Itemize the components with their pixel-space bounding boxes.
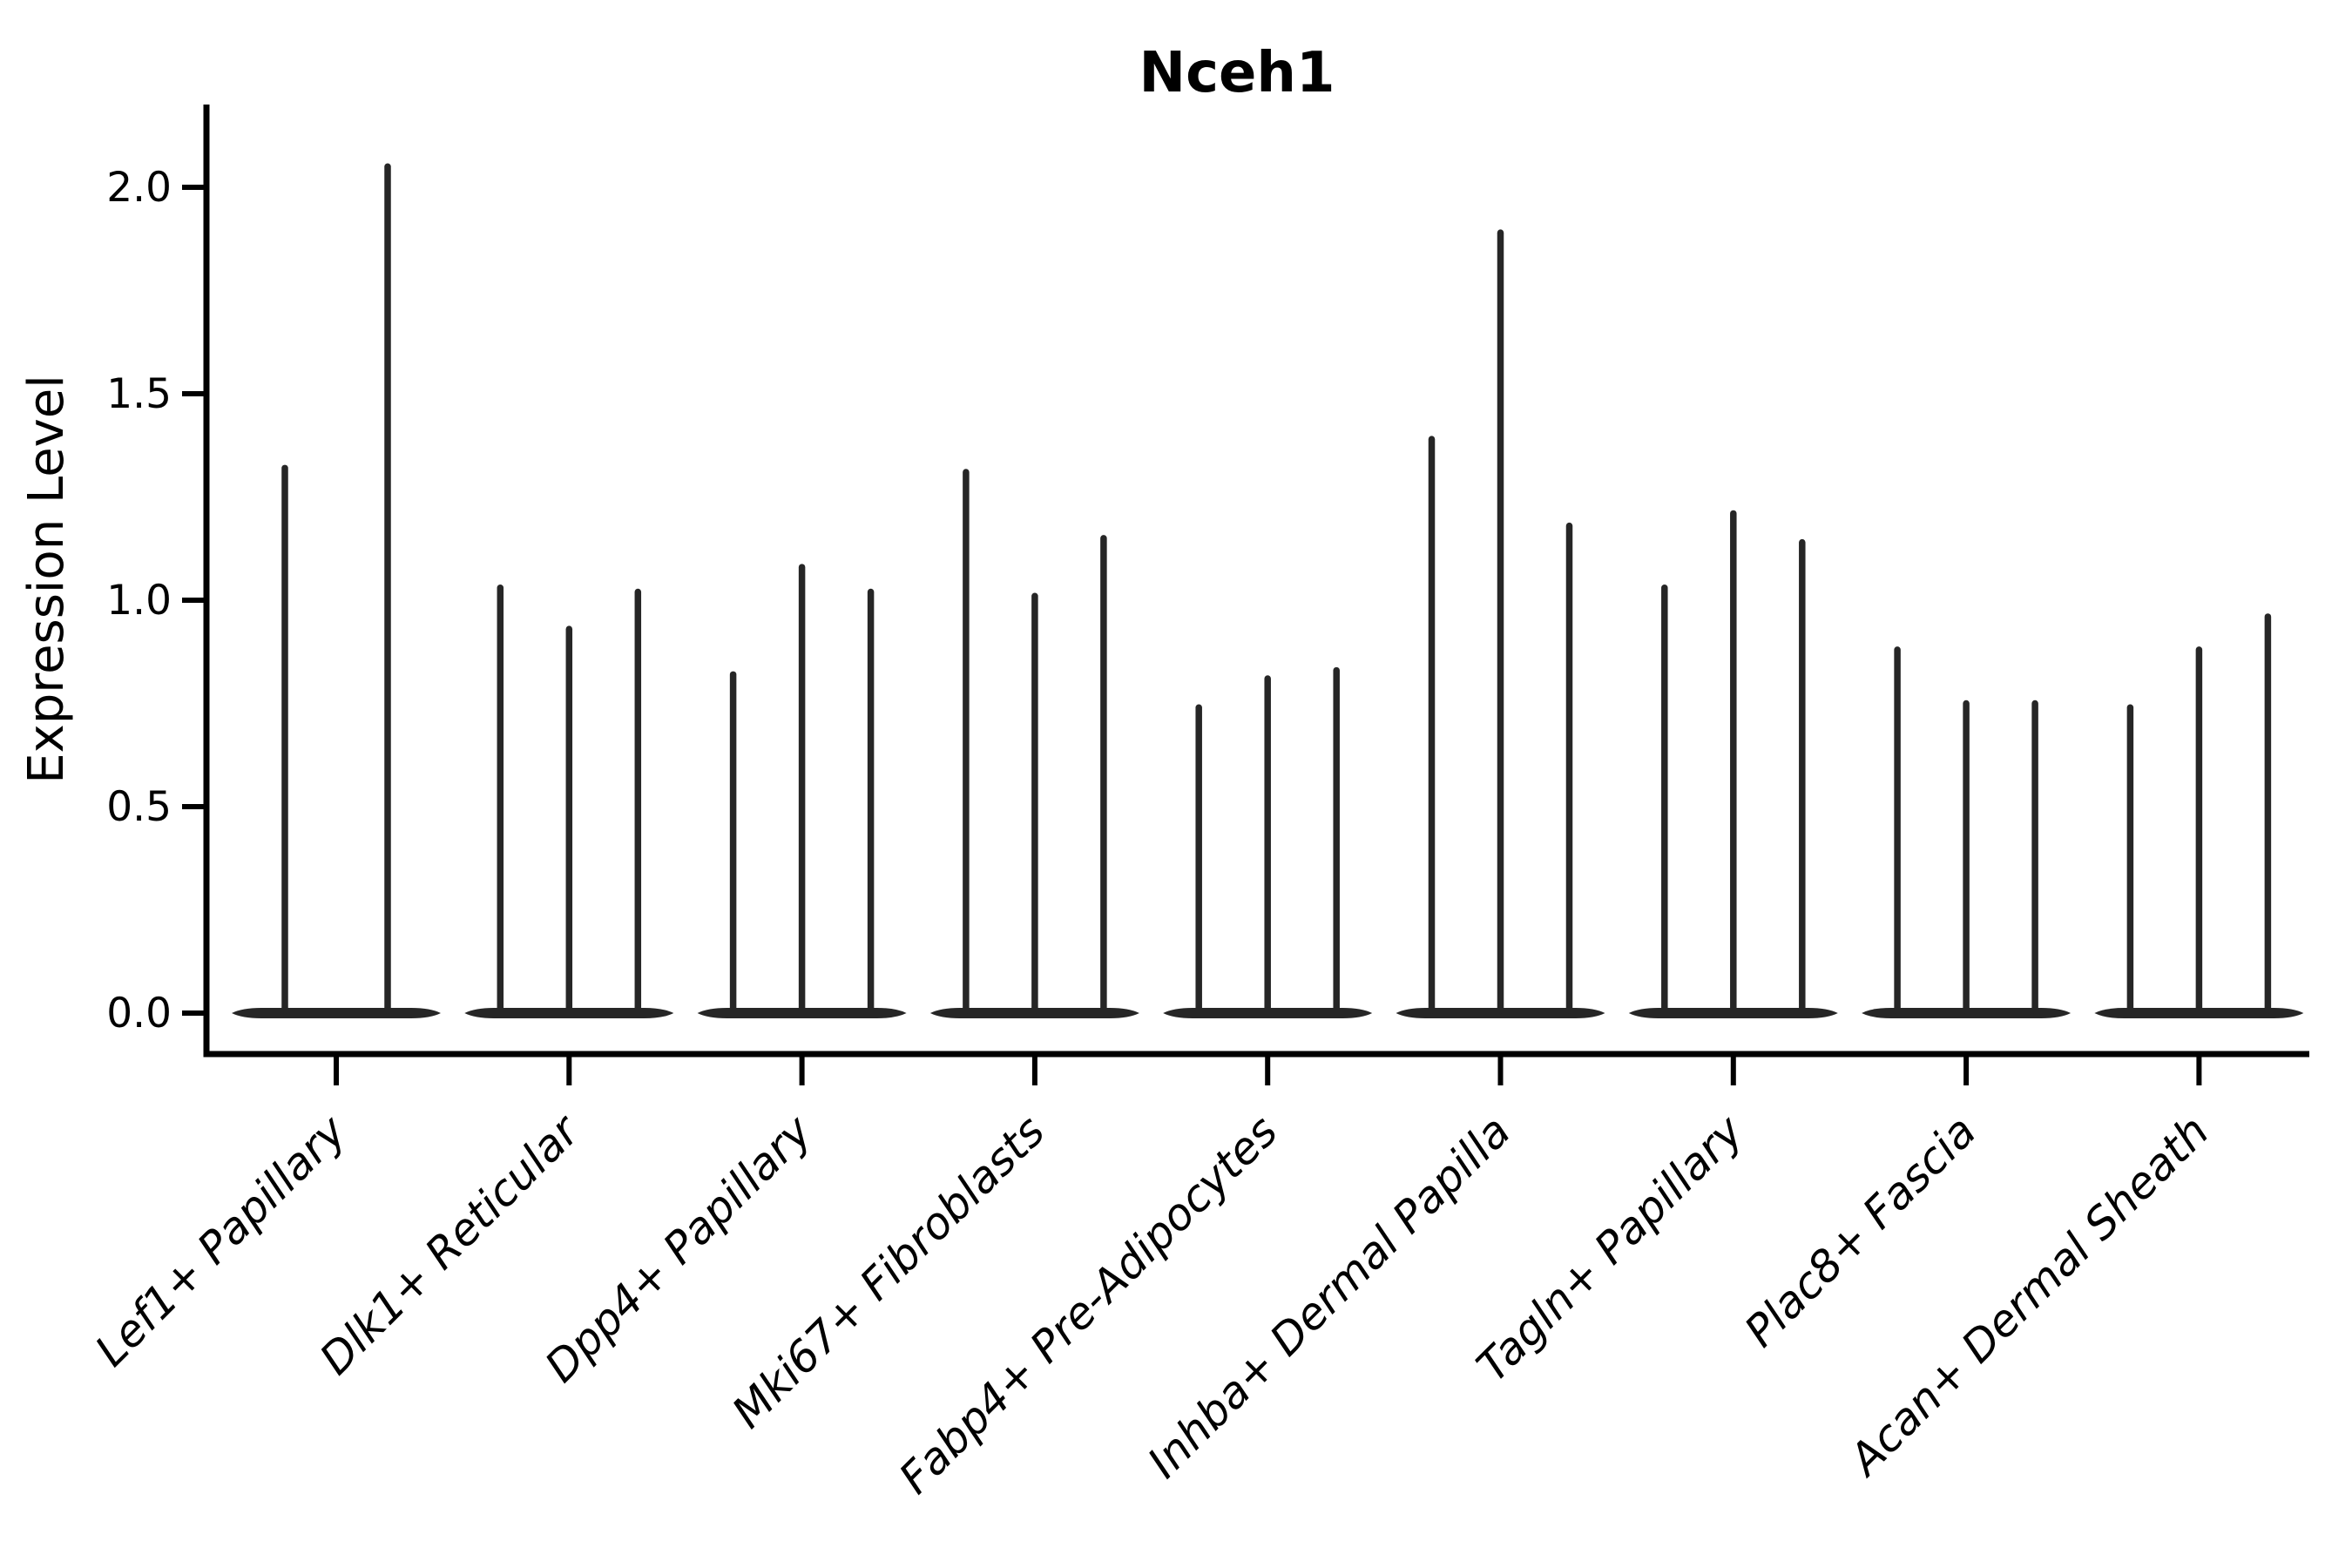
- x-tick-label: Plac8+ Fascia: [1735, 1105, 1986, 1356]
- x-tick-label: Lef1+ Papillary: [85, 1105, 356, 1375]
- x-tick-label: Fabp4+ Pre-Adipocytes: [889, 1105, 1288, 1504]
- y-tick-label: 0.5: [106, 783, 172, 831]
- y-tick-label: 2.0: [106, 164, 172, 212]
- y-tick-label: 0.0: [106, 990, 172, 1037]
- y-tick-label: 1.0: [106, 577, 172, 625]
- y-axis-label: Expression Level: [18, 375, 75, 784]
- violin-base: [232, 1008, 441, 1018]
- chart-title: Nceh1: [1139, 41, 1335, 105]
- y-tick-label: 1.5: [106, 370, 172, 418]
